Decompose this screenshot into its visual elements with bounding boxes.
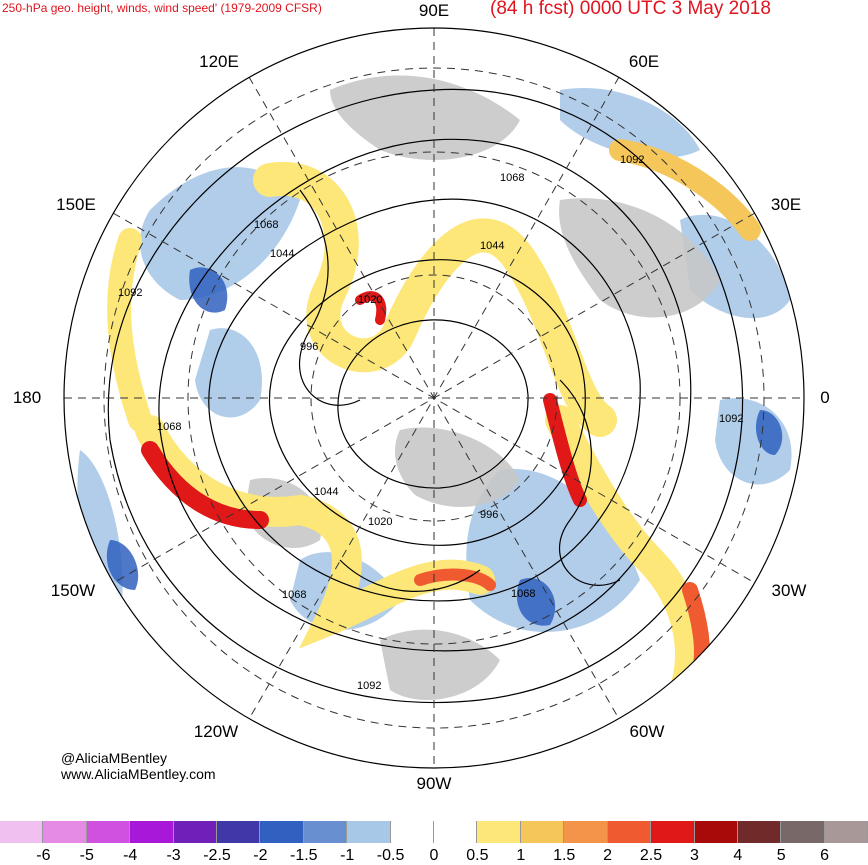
colorbar-tick-label: 1 xyxy=(516,847,526,864)
colorbar-tick-label: -5 xyxy=(79,847,94,864)
lon-label-60w: 60W xyxy=(629,722,665,741)
colorbar-tick-label: 2 xyxy=(603,847,613,864)
colorbar xyxy=(0,821,868,843)
strong-negative-shading xyxy=(106,267,783,626)
colorbar-swatch xyxy=(173,821,218,843)
lon-label-30w: 30W xyxy=(771,581,807,600)
colorbar-tick-label: 6 xyxy=(820,847,830,864)
contour-label: 1068 xyxy=(254,219,278,231)
colorbar-swatch xyxy=(86,821,131,843)
colorbar-tick-label: 5 xyxy=(776,847,786,864)
lon-label-150e: 150E xyxy=(56,195,96,214)
positive-anomaly-shading xyxy=(107,139,761,715)
credit-website: www.AliciaMBentley.com xyxy=(61,766,216,782)
contour-label: 1068 xyxy=(511,588,535,600)
lon-label-120e: 120E xyxy=(199,52,239,71)
colorbar-tick-label: 0 xyxy=(429,847,439,864)
contour-label: 1092 xyxy=(357,680,381,692)
colorbar-swatch xyxy=(217,821,261,843)
map-title-left: 250-hPa geo. height, winds, wind speed' … xyxy=(2,1,322,15)
contour-label: 996 xyxy=(480,509,498,521)
lon-label-60e: 60E xyxy=(628,52,660,71)
contour-label: 1068 xyxy=(157,421,181,433)
lon-label-90e: 90E xyxy=(418,1,450,20)
height-contours xyxy=(107,88,744,704)
colorbar-tick-label: 4 xyxy=(733,847,743,864)
lon-label-0: 0 xyxy=(820,388,830,407)
colorbar-tick-label: 0.5 xyxy=(466,847,489,864)
map-boundary xyxy=(63,27,805,769)
lon-label-30e: 30E xyxy=(770,195,802,214)
contour-label: 1068 xyxy=(500,172,524,184)
contour-label: 1092 xyxy=(719,413,743,425)
contour-label: 996 xyxy=(300,341,318,353)
contour-label: 1020 xyxy=(368,516,392,528)
lon-label-120w: 120W xyxy=(193,722,239,741)
colorbar-tick-label: -4 xyxy=(123,847,138,864)
colorbar-tick-label: -3 xyxy=(166,847,181,864)
colorbar-swatch xyxy=(737,821,782,843)
colorbar-swatch xyxy=(390,821,435,843)
colorbar-swatch xyxy=(651,821,695,843)
colorbar-swatch xyxy=(434,821,478,843)
colorbar-tick-label: -0.5 xyxy=(376,847,405,864)
contour-label: 1044 xyxy=(270,248,294,260)
contour-label: 1044 xyxy=(314,486,338,498)
colorbar-tick-label: -2 xyxy=(253,847,268,864)
colorbar-swatch xyxy=(477,821,521,843)
colorbar-swatch xyxy=(520,821,565,843)
colorbar-tick-label: 1.5 xyxy=(553,847,576,864)
colorbar-tick-label: -1.5 xyxy=(290,847,318,864)
colorbar-swatch xyxy=(694,821,738,843)
colorbar-tick-label: -6 xyxy=(36,847,51,864)
colorbar-swatch xyxy=(347,821,391,843)
colorbar-tick-label: -2.5 xyxy=(203,847,231,864)
colorbar-tick-label: 2.5 xyxy=(639,847,663,864)
graticule xyxy=(64,28,804,768)
lon-label-150w: 150W xyxy=(50,581,96,600)
colorbar-swatch xyxy=(564,821,608,843)
colorbar-swatch xyxy=(781,821,825,843)
colorbar-swatch xyxy=(260,821,304,843)
colorbar-swatch xyxy=(130,821,174,843)
colorbar-swatch xyxy=(607,821,652,843)
credit-handle: @AliciaMBentley xyxy=(61,750,168,766)
lon-label-90w: 90W xyxy=(416,774,452,793)
contour-label: 1020 xyxy=(358,294,382,306)
colorbar-swatch xyxy=(303,821,348,843)
colorbar-swatch xyxy=(43,821,87,843)
map-title-right: (84 h fcst) 0000 UTC 3 May 2018 xyxy=(490,0,771,19)
contour-labels: 1092 1068 1044 1020 996 1092 1068 1044 1… xyxy=(118,154,743,692)
colorbar-tick-label: -1 xyxy=(340,847,355,864)
colorbar-swatch xyxy=(824,821,868,843)
contour-label: 1092 xyxy=(620,154,644,166)
colorbar-tick-label: 3 xyxy=(689,847,699,864)
contour-label: 1092 xyxy=(118,287,142,299)
contour-label: 1044 xyxy=(480,240,504,252)
lon-label-180: 180 xyxy=(12,388,42,407)
contour-label: 1068 xyxy=(282,589,306,601)
colorbar-swatch xyxy=(0,821,44,843)
